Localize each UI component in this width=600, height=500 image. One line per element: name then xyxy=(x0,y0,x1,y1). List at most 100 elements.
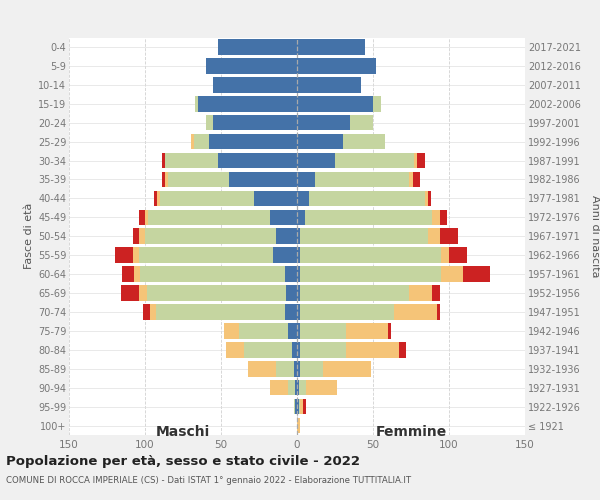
Bar xyxy=(297,399,299,414)
Bar xyxy=(288,323,297,338)
Bar xyxy=(276,228,297,244)
Bar xyxy=(133,248,139,263)
Bar xyxy=(224,323,239,338)
Bar xyxy=(300,323,346,338)
Bar xyxy=(299,399,300,414)
Bar xyxy=(297,361,300,376)
Bar xyxy=(226,342,244,357)
Bar xyxy=(350,115,373,130)
Bar xyxy=(449,248,467,263)
Bar xyxy=(432,286,440,301)
Bar xyxy=(148,210,269,225)
Bar xyxy=(194,134,209,150)
Bar xyxy=(299,380,306,396)
Bar xyxy=(297,77,361,92)
Bar xyxy=(146,286,286,301)
Bar xyxy=(285,304,297,320)
Bar xyxy=(269,210,297,225)
Bar xyxy=(162,153,165,168)
Bar xyxy=(139,228,145,244)
Bar xyxy=(292,342,297,357)
Bar xyxy=(294,361,297,376)
Bar xyxy=(425,190,428,206)
Bar xyxy=(140,266,285,282)
Bar xyxy=(300,228,428,244)
Bar xyxy=(121,286,139,301)
Bar xyxy=(297,115,350,130)
Bar xyxy=(440,228,458,244)
Bar xyxy=(300,304,394,320)
Bar xyxy=(297,39,365,54)
Bar xyxy=(285,266,297,282)
Bar xyxy=(139,286,146,301)
Bar xyxy=(214,77,297,92)
Bar xyxy=(300,342,346,357)
Bar xyxy=(442,248,449,263)
Bar xyxy=(323,361,371,376)
Bar xyxy=(315,172,409,187)
Bar xyxy=(198,96,297,112)
Bar xyxy=(297,58,376,74)
Bar xyxy=(122,266,134,282)
Bar xyxy=(297,266,300,282)
Bar xyxy=(115,248,133,263)
Bar xyxy=(437,304,440,320)
Bar xyxy=(297,96,373,112)
Bar xyxy=(417,153,425,168)
Bar xyxy=(276,361,294,376)
Bar xyxy=(286,286,297,301)
Bar xyxy=(442,266,463,282)
Bar xyxy=(206,58,297,74)
Bar xyxy=(388,323,391,338)
Bar xyxy=(414,153,417,168)
Bar xyxy=(297,190,309,206)
Bar xyxy=(399,342,406,357)
Text: COMUNE DI ROCCA IMPERIALE (CS) - Dati ISTAT 1° gennaio 2022 - Elaborazione TUTTI: COMUNE DI ROCCA IMPERIALE (CS) - Dati IS… xyxy=(6,476,411,485)
Bar xyxy=(165,172,168,187)
Bar xyxy=(139,210,145,225)
Bar xyxy=(206,115,214,130)
Bar xyxy=(373,96,380,112)
Bar xyxy=(303,399,306,414)
Bar xyxy=(272,248,297,263)
Bar xyxy=(218,39,297,54)
Bar xyxy=(335,153,414,168)
Text: Femmine: Femmine xyxy=(376,425,446,439)
Y-axis label: Fasce di età: Fasce di età xyxy=(23,203,34,270)
Bar xyxy=(288,380,295,396)
Bar xyxy=(165,153,218,168)
Bar xyxy=(269,380,288,396)
Bar xyxy=(162,172,165,187)
Bar xyxy=(300,266,442,282)
Bar xyxy=(343,134,385,150)
Bar xyxy=(297,210,305,225)
Text: Maschi: Maschi xyxy=(156,425,210,439)
Bar xyxy=(297,172,315,187)
Bar xyxy=(239,323,288,338)
Bar xyxy=(297,134,343,150)
Bar xyxy=(155,304,285,320)
Bar xyxy=(295,380,297,396)
Bar xyxy=(305,210,432,225)
Bar xyxy=(300,286,409,301)
Bar xyxy=(154,190,157,206)
Text: Popolazione per età, sesso e stato civile - 2022: Popolazione per età, sesso e stato civil… xyxy=(6,455,360,468)
Bar xyxy=(297,286,300,301)
Bar xyxy=(195,96,198,112)
Bar xyxy=(409,172,413,187)
Bar xyxy=(149,304,155,320)
Bar xyxy=(229,172,297,187)
Bar xyxy=(145,210,148,225)
Bar xyxy=(139,248,272,263)
Bar xyxy=(218,153,297,168)
Bar xyxy=(209,134,297,150)
Bar xyxy=(297,228,300,244)
Legend: Celibi/Nubili, Coniugati/e, Vedovi/e, Divorziati/e: Celibi/Nubili, Coniugati/e, Vedovi/e, Di… xyxy=(110,0,484,3)
Bar xyxy=(244,342,292,357)
Bar xyxy=(254,190,297,206)
Bar xyxy=(191,134,194,150)
Bar xyxy=(160,190,254,206)
Bar xyxy=(297,248,300,263)
Bar xyxy=(306,380,337,396)
Bar xyxy=(297,153,335,168)
